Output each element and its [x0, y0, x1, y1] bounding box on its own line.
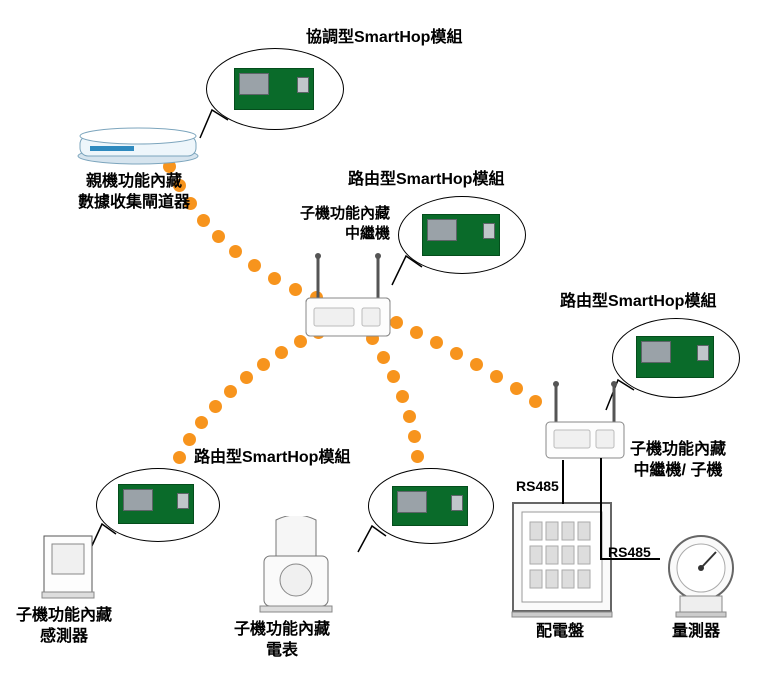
dot-c3	[387, 370, 400, 383]
dot-b8	[195, 416, 208, 429]
dot-d7	[510, 382, 523, 395]
dot-c6	[408, 430, 421, 443]
dot-b4	[257, 358, 270, 371]
dot-b6	[224, 385, 237, 398]
dot-c2	[377, 351, 390, 364]
meter-device	[254, 516, 338, 616]
pcb-sensor	[118, 484, 194, 524]
label-rs485-a: RS485	[516, 478, 559, 494]
dot-a4	[197, 214, 210, 227]
wire-relay-to-gauge-h	[600, 458, 602, 560]
tail-coordinator	[198, 108, 232, 140]
label-router-bottom-title: 路由型SmartHop模組	[194, 448, 350, 469]
pcb-router-right	[636, 336, 714, 378]
gateway-device	[76, 124, 200, 166]
pcb-coordinator	[234, 68, 314, 110]
label-coordinator-title: 協調型SmartHop模組	[306, 28, 462, 49]
dot-a8	[268, 272, 281, 285]
tail-meter	[356, 524, 390, 554]
dot-b5	[240, 371, 253, 384]
dot-d6	[490, 370, 503, 383]
pcb-router-center	[422, 214, 500, 256]
sensor-device	[38, 530, 98, 602]
label-router-center-title: 路由型SmartHop模組	[348, 170, 504, 191]
dot-b9	[183, 433, 196, 446]
dot-a5	[212, 230, 225, 243]
label-sensor: 子機功能內藏 感測器	[16, 606, 112, 648]
label-gateway: 親機功能內藏 數據收集閘道器	[78, 172, 190, 214]
label-router-right-title: 路由型SmartHop模組	[560, 292, 716, 313]
relay-right-device	[540, 380, 632, 466]
dist-panel-device	[510, 500, 614, 620]
dot-c5	[403, 410, 416, 423]
dot-c7	[411, 450, 424, 463]
label-rs485-b: RS485	[608, 544, 651, 560]
dot-d5	[470, 358, 483, 371]
dot-a6	[229, 245, 242, 258]
dot-d2	[410, 326, 423, 339]
dot-a7	[248, 259, 261, 272]
label-measure: 量測器	[672, 622, 720, 643]
pcb-meter	[392, 486, 468, 526]
dot-d4	[450, 347, 463, 360]
dot-b10	[173, 451, 186, 464]
label-dist-panel: 配電盤	[536, 622, 584, 643]
wire-relay-to-panel	[562, 460, 564, 504]
label-relay-center: 子機功能內藏 中繼機	[300, 204, 390, 243]
dot-b3	[275, 346, 288, 359]
label-relay-right: 子機功能內藏 中繼機/ 子機	[630, 440, 726, 482]
label-meter: 子機功能內藏 電表	[234, 620, 330, 662]
gauge-device	[656, 530, 746, 618]
relay-center-device	[300, 252, 396, 344]
dot-d3	[430, 336, 443, 349]
dot-c4	[396, 390, 409, 403]
dot-b7	[209, 400, 222, 413]
